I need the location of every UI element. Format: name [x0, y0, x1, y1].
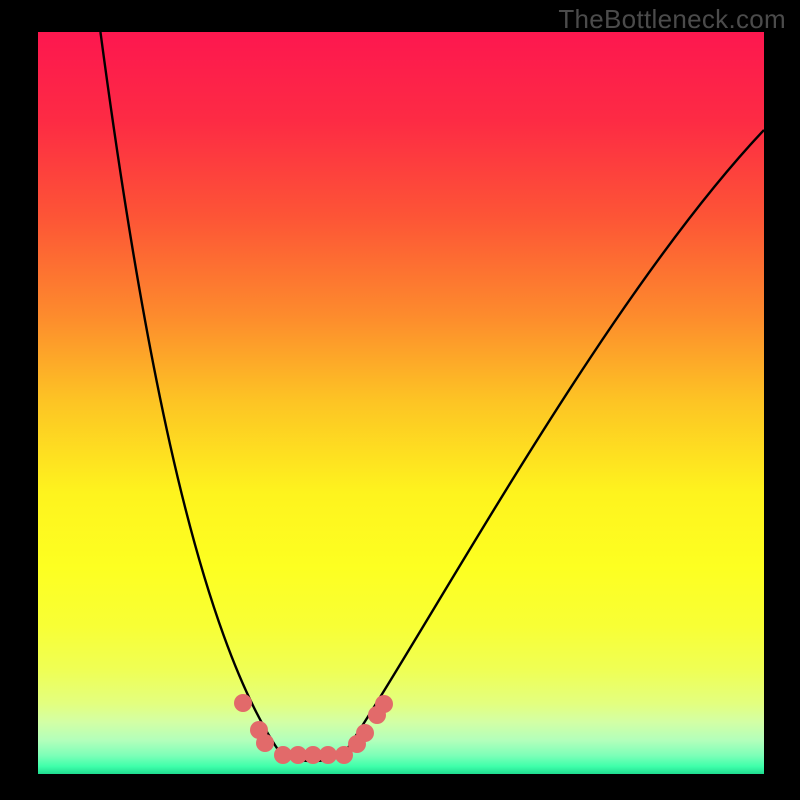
data-marker — [356, 724, 374, 742]
bottleneck-curve — [38, 32, 764, 774]
data-marker — [256, 734, 274, 752]
plot-gradient-area — [38, 32, 764, 774]
watermark-text: TheBottleneck.com — [558, 4, 786, 35]
data-marker — [375, 695, 393, 713]
curve-path — [100, 32, 764, 761]
data-marker — [234, 694, 252, 712]
